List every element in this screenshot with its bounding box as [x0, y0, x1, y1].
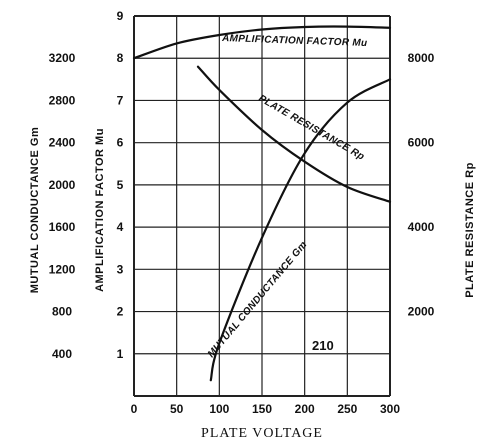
gm-tick-label: 800 — [52, 305, 72, 319]
mu-tick-label: 1 — [117, 347, 124, 361]
rp-curve-label: PLATE RESISTANCE Rp — [257, 93, 367, 163]
gm-tick-label: 400 — [52, 347, 72, 361]
mu-tick-label: 4 — [117, 220, 124, 234]
gm-curve — [209, 78, 392, 382]
rp-tick-label: 4000 — [408, 220, 435, 234]
x-tick-label: 50 — [170, 402, 184, 416]
x-tick-label: 150 — [252, 402, 272, 416]
rp-tick-label: 6000 — [408, 136, 435, 150]
mu-tick-label: 2 — [117, 305, 124, 319]
rp-tick-label: 8000 — [408, 51, 435, 65]
gm-tick-label: 1200 — [49, 262, 76, 276]
rp-curve — [196, 65, 392, 203]
mu-tick-label: 6 — [117, 136, 124, 150]
gm-tick-label: 1600 — [49, 220, 76, 234]
x-tick-label: 300 — [380, 402, 400, 416]
rp-axis-title: PLATE RESISTANCE Rp — [464, 162, 476, 298]
x-tick-label: 0 — [131, 402, 138, 416]
gm-curve-label: MUTUAL CONDUCTANCE Gm — [206, 239, 310, 360]
plot-grid — [133, 15, 391, 397]
mu-tick-label: 5 — [117, 178, 124, 192]
gm-tick-label: 2400 — [49, 136, 76, 150]
gm-tick-label: 2000 — [49, 178, 76, 192]
mu-curve — [132, 25, 392, 60]
gm-tick-label: 3200 — [49, 51, 76, 65]
rp-tick-label: 2000 — [408, 305, 435, 319]
mu-tick-label: 7 — [117, 93, 124, 107]
curves — [132, 25, 392, 382]
x-tick-label: 100 — [209, 402, 229, 416]
mu-axis-title: AMPLIFICATION FACTOR Mu — [94, 128, 106, 292]
gm-axis-title: MUTUAL CONDUCTANCE Gm — [29, 127, 41, 294]
tick-labels: 0 50 100 150 200 250 300 1 2 3 4 5 6 7 8 9 400 800 1200 160… — [49, 9, 435, 416]
mu-tick-label: 3 — [117, 262, 124, 276]
mu-curve-label: AMPLIFICATION FACTOR Mu — [221, 33, 368, 49]
mu-tick-label: 9 — [117, 9, 124, 23]
x-tick-label: 200 — [295, 402, 315, 416]
gm-tick-label: 2800 — [49, 93, 76, 107]
x-axis-title: PLATE VOLTAGE — [201, 426, 323, 441]
tube-type-label: 210 — [312, 338, 334, 353]
x-tick-label: 250 — [337, 402, 357, 416]
mu-tick-label: 8 — [117, 51, 124, 65]
